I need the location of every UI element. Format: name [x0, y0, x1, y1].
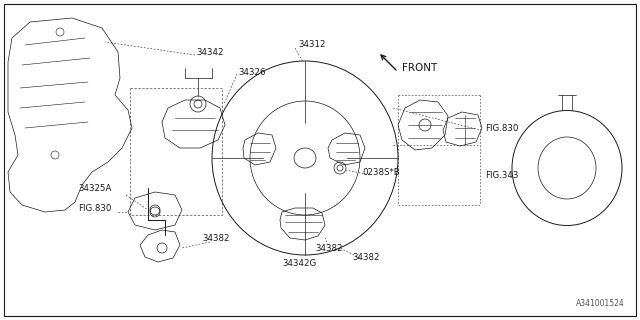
Text: FRONT: FRONT — [402, 63, 437, 73]
Text: 34342: 34342 — [196, 47, 223, 57]
Text: 0238S*B: 0238S*B — [362, 167, 400, 177]
Text: FIG.830: FIG.830 — [485, 124, 518, 132]
Text: 34326: 34326 — [238, 68, 266, 76]
Text: FIG.343: FIG.343 — [485, 171, 518, 180]
Text: A341001524: A341001524 — [576, 299, 625, 308]
Text: FIG.830: FIG.830 — [78, 204, 111, 212]
Text: 34325A: 34325A — [78, 183, 111, 193]
Text: 34382: 34382 — [352, 253, 380, 262]
Text: 34342G: 34342G — [282, 260, 316, 268]
Text: 34312: 34312 — [298, 39, 326, 49]
Text: 34382: 34382 — [315, 244, 342, 252]
Text: 34382: 34382 — [202, 234, 230, 243]
